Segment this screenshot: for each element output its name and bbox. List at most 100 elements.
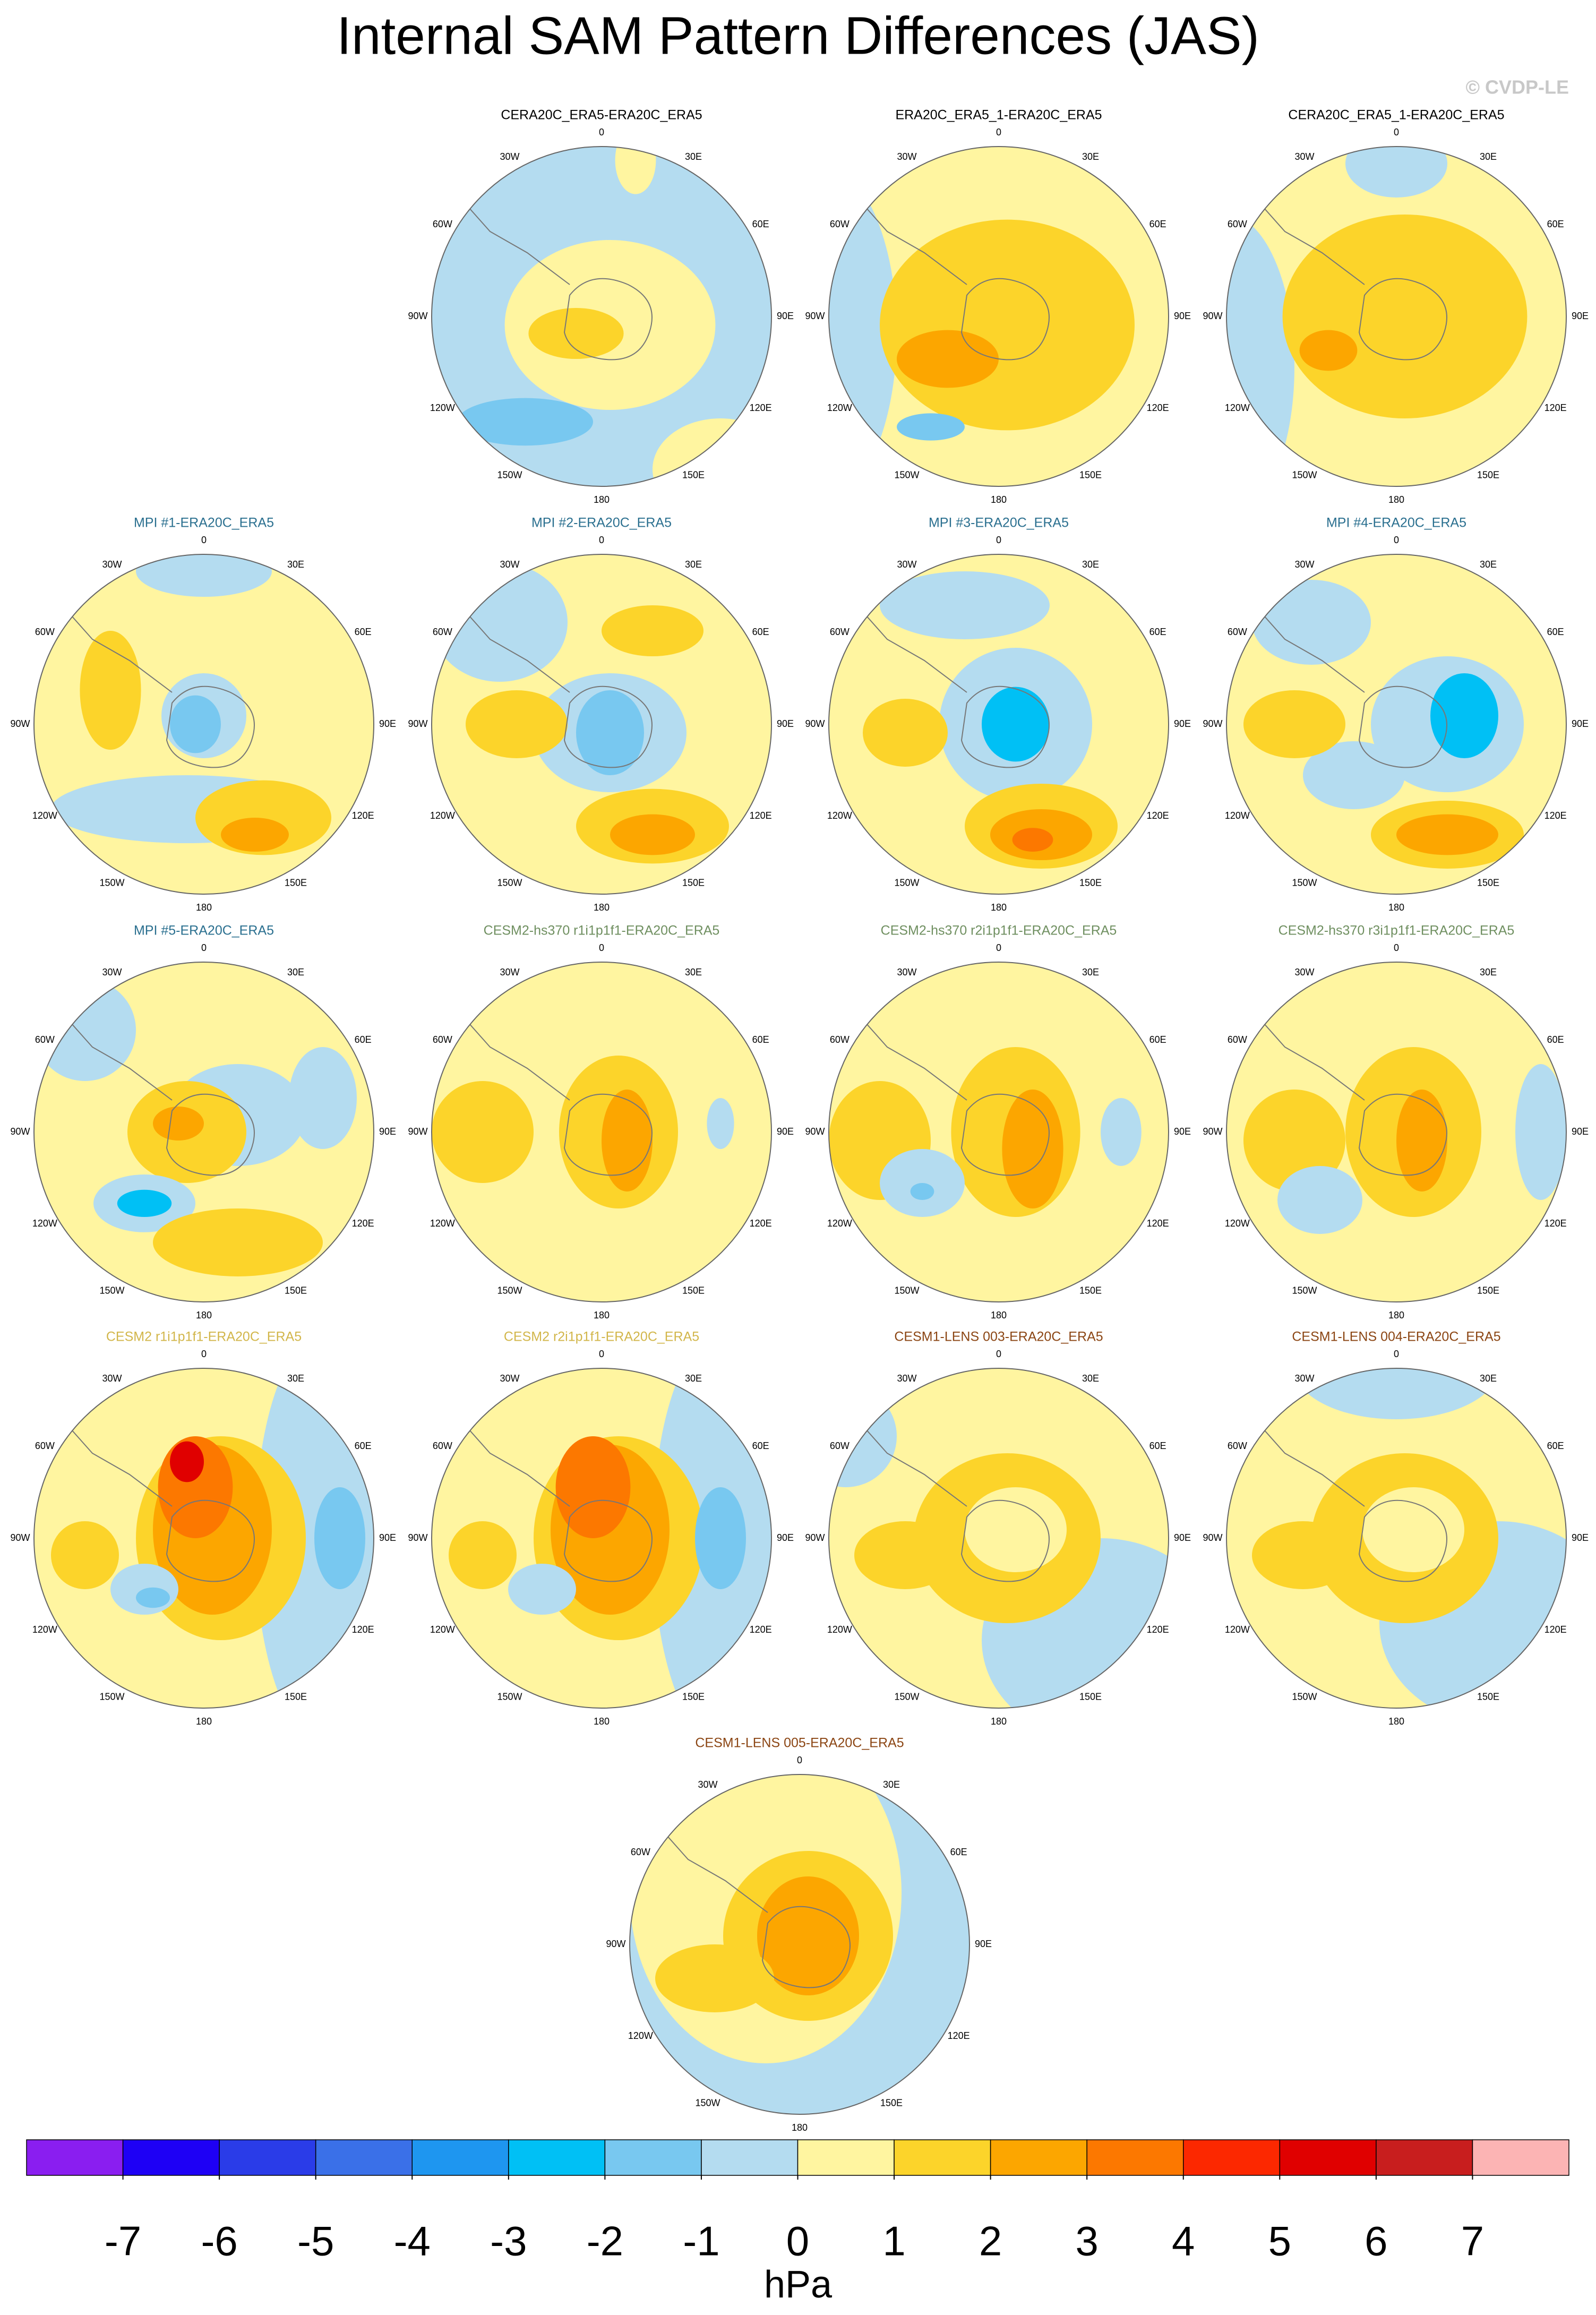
lon-label: 180: [196, 1716, 212, 1727]
map-field: [432, 147, 771, 486]
lon-label: 60E: [752, 1034, 769, 1045]
lon-label: 180: [991, 1716, 1007, 1727]
pattern-blob: [289, 1047, 357, 1149]
panel-title: CERA20C_ERA5-ERA20C_ERA5: [501, 108, 702, 123]
lon-label: 60E: [355, 1034, 372, 1045]
lon-label: 180: [1388, 1716, 1404, 1727]
lon-label: 60W: [433, 1034, 452, 1045]
lon-label: 90W: [408, 1532, 427, 1543]
pattern-blob: [1430, 673, 1498, 758]
lon-label: 150W: [894, 469, 919, 480]
lon-label: 90E: [1174, 1532, 1191, 1543]
colorbar-box: [508, 2139, 606, 2176]
lon-label: 90W: [805, 1532, 825, 1543]
pattern-blob: [880, 571, 1050, 639]
pattern-blob: [897, 330, 999, 388]
lon-label: 60E: [1547, 1034, 1564, 1045]
panel-title: CESM1-LENS 005-ERA20C_ERA5: [695, 1736, 904, 1751]
lon-label: 120E: [750, 402, 772, 413]
lon-label: 30E: [287, 559, 304, 570]
colorbar-box: [411, 2139, 509, 2176]
lon-label: 120E: [1544, 402, 1567, 413]
lon-label: 150W: [497, 1285, 522, 1296]
colorbar-tick-label: 2: [979, 2218, 1002, 2265]
map-field: [1226, 962, 1566, 1302]
lon-label: 120W: [32, 810, 57, 821]
pattern-blob: [432, 1081, 534, 1183]
lon-label: 120E: [352, 1218, 374, 1229]
colorbar-box: [701, 2139, 799, 2176]
pattern-blob: [1252, 1521, 1354, 1589]
pattern-blob: [466, 690, 568, 758]
lon-label: 120W: [32, 1218, 57, 1229]
lon-label: 90E: [777, 1126, 794, 1137]
lon-label: 30E: [1480, 559, 1497, 570]
map-panel: MPI #4-ERA20C_ERA5 0 30E 60E 90E 120E 150E 180 1…: [1203, 516, 1589, 913]
pattern-blob: [314, 1487, 365, 1589]
lon-label: 90W: [805, 311, 825, 321]
map-border: [431, 962, 772, 1302]
lon-label: 30E: [1480, 151, 1497, 162]
pattern-blob: [1303, 741, 1405, 809]
pattern-blob: [80, 631, 141, 750]
pattern-blob: [602, 605, 703, 656]
lon-label: 180: [991, 494, 1007, 505]
lon-label: 60W: [631, 1847, 650, 1857]
map-border: [33, 962, 374, 1302]
lon-label: 120W: [430, 810, 455, 821]
lon-label: 180: [196, 902, 212, 913]
colorbar-tick-label: 6: [1365, 2218, 1387, 2265]
lon-label: 30W: [897, 967, 916, 978]
lon-label: 90W: [408, 718, 427, 729]
lon-label: 120W: [1225, 1218, 1250, 1229]
lon-label: 120E: [1147, 810, 1169, 821]
lon-label: 120W: [430, 1218, 455, 1229]
pattern-blob: [1515, 1064, 1566, 1200]
lon-label: 30W: [1294, 559, 1314, 570]
lon-label: 180: [594, 902, 610, 913]
pattern-blob: [153, 1107, 204, 1141]
panel-title: MPI #3-ERA20C_ERA5: [929, 516, 1069, 530]
lon-label: 90E: [1572, 1126, 1589, 1137]
pattern-blob: [508, 1564, 576, 1615]
lon-label: 150E: [682, 877, 705, 888]
lon-label: 150W: [99, 1691, 124, 1702]
lon-label: 150E: [1079, 877, 1102, 888]
lon-label: 0: [599, 535, 604, 545]
pattern-blob: [1252, 580, 1371, 665]
lon-label: 120E: [750, 1624, 772, 1635]
pattern-blob: [982, 687, 1050, 762]
map-border: [828, 1368, 1169, 1709]
lon-label: 150E: [1477, 469, 1499, 480]
lon-label: 150W: [99, 877, 124, 888]
lon-label: 90E: [975, 1939, 992, 1949]
lon-label: 0: [201, 942, 207, 953]
lon-label: 30W: [500, 559, 519, 570]
lon-label: 0: [797, 1755, 802, 1765]
lon-label: 150W: [497, 469, 522, 480]
colorbar-tick-label: 5: [1268, 2218, 1291, 2265]
lon-label: 120W: [827, 810, 852, 821]
pattern-blob: [117, 1189, 172, 1217]
lon-label: 0: [599, 127, 604, 138]
colorbar-tick-label: -3: [490, 2218, 527, 2265]
antarctica-coast: [563, 278, 653, 361]
lon-label: 150W: [497, 877, 522, 888]
map-panel: CESM1-LENS 003-ERA20C_ERA5 0 30E 60E 90E 120E…: [805, 1330, 1191, 1727]
lon-label: 180: [991, 902, 1007, 913]
lon-label: 150E: [1477, 1285, 1499, 1296]
pattern-blob: [1396, 814, 1498, 855]
lon-label: 90W: [1203, 1126, 1222, 1137]
lon-label: 30W: [500, 1373, 519, 1384]
lon-label: 150E: [1079, 469, 1102, 480]
panel-title: MPI #2-ERA20C_ERA5: [531, 516, 672, 530]
lon-label: 60W: [1228, 219, 1247, 229]
pattern-blob: [880, 219, 1135, 431]
map-panel: CESM1-LENS 005-ERA20C_ERA5 0 30E 60E 90E 120E…: [606, 1736, 992, 2133]
lon-label: 90W: [10, 1126, 30, 1137]
lon-label: 30W: [897, 151, 916, 162]
panel-title: CESM2 r1i1p1f1-ERA20C_ERA5: [106, 1330, 302, 1344]
colorbar-box: [1376, 2139, 1473, 2176]
lon-label: 30W: [897, 559, 916, 570]
map-border: [1226, 1368, 1567, 1709]
